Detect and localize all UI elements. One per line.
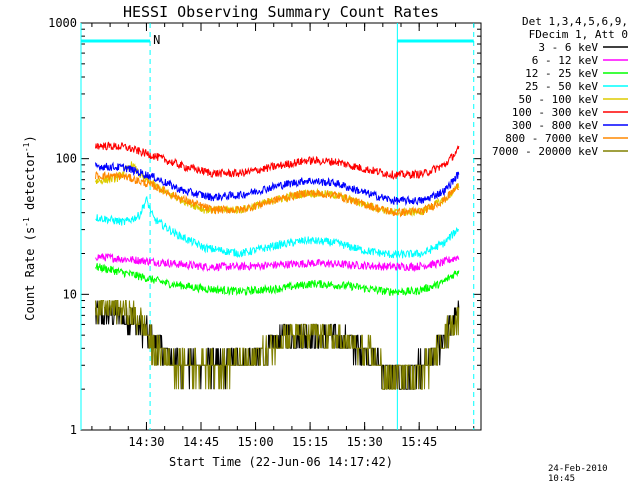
y-axis-label-sup2: -1 [22, 142, 31, 152]
series-6-line [95, 161, 460, 207]
x-axis-label: Start Time (22-Jun-06 14:17:42) [169, 455, 393, 469]
legend-label-4: 50 - 100 keV [519, 93, 599, 106]
legend-label-2: 12 - 25 keV [525, 67, 598, 80]
y-tick-label-1: 10 [63, 287, 77, 301]
chart-title: HESSI Observing Summary Count Rates [123, 3, 439, 21]
x-tick-label-5: 15:45 [401, 435, 437, 449]
legend-label-5: 100 - 300 keV [512, 106, 598, 119]
legend-label-6: 300 - 800 keV [512, 119, 598, 132]
y-tick-label-2: 100 [55, 152, 77, 166]
y-tick-label-0: 1 [70, 423, 77, 437]
x-tick-label-4: 15:30 [347, 435, 383, 449]
y-axis-label-part2: detector [23, 152, 37, 217]
series-3-line [95, 195, 460, 259]
legend-label-1: 6 - 12 keV [532, 54, 599, 67]
series-5-line [95, 141, 460, 180]
legend-label-7: 800 - 7000 keV [505, 132, 598, 145]
legend-label-8: 7000 - 20000 keV [492, 145, 598, 158]
annotation-0: N [153, 33, 160, 47]
plot-area: 1 10 100 1000 14:30 14:45 15:00 15:15 15:30 15:45… [48, 16, 482, 449]
series-2-line [95, 263, 460, 297]
legend-header-1: FDecim 1, Att 0 [529, 28, 628, 41]
legend-header-0: Det 1,3,4,5,6,9, [522, 15, 628, 28]
footer-timestamp: 24-Feb-2010 10:45 [548, 464, 608, 484]
legend: Det 1,3,4,5,6,9,FDecim 1, Att 03 - 6 keV… [492, 15, 628, 158]
legend-label-0: 3 - 6 keV [538, 41, 598, 54]
series-8-line [95, 300, 460, 390]
y-tick-label-3: 1000 [48, 16, 77, 30]
y-axis-label-part1: Count Rate (s [23, 227, 37, 321]
x-tick-label-3: 15:15 [292, 435, 328, 449]
x-tick-label-1: 14:45 [183, 435, 219, 449]
legend-label-3: 25 - 50 keV [525, 80, 598, 93]
series-1-line [95, 252, 460, 273]
y-axis-label-sup1: -1 [22, 217, 31, 227]
x-tick-label-0: 14:30 [128, 435, 164, 449]
x-tick-label-2: 15:00 [237, 435, 273, 449]
y-axis-label-part3: ) [23, 135, 37, 142]
series-7-line [95, 171, 459, 218]
y-axis-label: Count Rate (s-1 detector-1) [22, 135, 37, 320]
